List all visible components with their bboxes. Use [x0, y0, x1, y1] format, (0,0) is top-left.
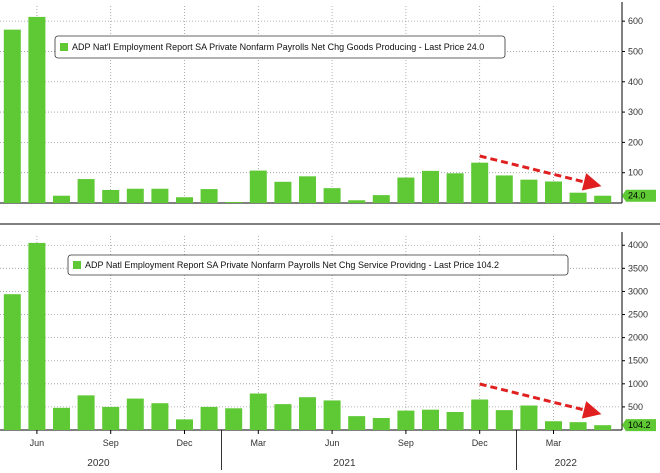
bar: [495, 175, 513, 203]
y-tick-label: 300: [628, 107, 643, 117]
bar: [151, 403, 169, 430]
bar: [594, 425, 612, 430]
bar: [446, 411, 464, 430]
x-tick-label: Sep: [103, 438, 119, 448]
y-tick-label: 1500: [628, 356, 648, 366]
bar: [569, 422, 587, 430]
x-axis: Jun Sep Dec Mar Jun Sep Dec Mar 2020 2021 2022: [30, 430, 578, 470]
legend-swatch: [73, 261, 81, 269]
bar: [471, 399, 489, 430]
y-tick-label: 500: [628, 46, 643, 56]
x-tick-label: Jun: [325, 438, 340, 448]
y-tick-label: 100: [628, 168, 643, 178]
bar: [545, 421, 562, 430]
bar: [520, 179, 538, 203]
panel-service-providing: 500 1000 1500 2000 2500 3000 3500 4000 104.2 ADP …: [0, 232, 656, 432]
last-price-label: 24.0: [628, 191, 646, 201]
bar: [53, 407, 70, 430]
legend-label: ADP Nat'l Employment Report SA Private N…: [72, 42, 484, 52]
bar: [200, 406, 218, 430]
bar: [3, 294, 21, 430]
legend-box: [67, 254, 569, 276]
bar: [151, 188, 169, 203]
y-tick-label: 500: [628, 402, 643, 412]
x-tick-label: Sep: [398, 438, 414, 448]
bar: [323, 400, 341, 430]
x-tick-label: Dec: [176, 438, 193, 448]
x-tick-label: Mar: [546, 438, 562, 448]
bar: [28, 242, 46, 430]
bar: [53, 195, 70, 203]
y-tick-label: 3000: [628, 286, 648, 296]
bar: [372, 417, 390, 430]
bar: [372, 195, 390, 203]
bar: [225, 202, 243, 203]
last-price-tag: [622, 189, 656, 202]
bar: [422, 170, 439, 203]
trend-arrow: [479, 154, 602, 191]
bar: [446, 173, 464, 203]
y-tick-label: 600: [628, 16, 643, 26]
bar: [348, 416, 366, 430]
bar: [274, 404, 292, 430]
legend-box: [54, 35, 506, 59]
x-year-label: 2021: [333, 458, 356, 469]
last-price-label: 104.2: [628, 420, 651, 430]
bar: [126, 398, 144, 430]
legend-label: ADP Natl Employment Report SA Private No…: [85, 260, 499, 270]
y-tick-label: 1000: [628, 379, 648, 389]
bar: [274, 181, 292, 203]
y-tick-label: 2000: [628, 333, 648, 343]
y-tick-label: 400: [628, 77, 643, 87]
bar: [77, 179, 95, 203]
bar: [299, 176, 316, 203]
bar: [249, 393, 267, 430]
x-year-label: 2022: [555, 458, 578, 469]
x-tick-label: Dec: [472, 438, 489, 448]
panel-goods-producing: 100 200 300 400 500 600 24.0 ADP Nat'l Employme…: [0, 2, 656, 204]
y-tick-label: 2500: [628, 310, 648, 320]
y-tick-label: 4000: [628, 240, 648, 250]
bar: [471, 162, 489, 203]
bar: [77, 395, 95, 430]
y-tick-label: 200: [628, 137, 643, 147]
bar: [225, 408, 243, 430]
bar: [200, 189, 218, 203]
x-year-label: 2020: [87, 458, 110, 469]
bar: [397, 410, 415, 430]
bar: [3, 29, 21, 203]
x-tick-label: Mar: [251, 438, 267, 448]
bar: [520, 405, 538, 430]
bar: [323, 188, 341, 203]
bar: [569, 192, 587, 203]
bar: [102, 406, 120, 430]
bar: [397, 177, 415, 203]
bar: [176, 419, 193, 430]
bar: [299, 397, 316, 430]
bar: [28, 16, 46, 204]
bar: [176, 197, 193, 203]
bar: [249, 170, 267, 203]
bar: [126, 188, 144, 203]
x-tick-label: Jun: [30, 438, 45, 448]
bar: [495, 410, 513, 430]
bar: [545, 181, 562, 203]
last-price-tag: [622, 419, 656, 432]
bar: [348, 200, 366, 203]
bar: [422, 409, 439, 430]
trend-arrow: [479, 382, 602, 419]
bar: [102, 189, 120, 203]
bar: [594, 195, 612, 203]
legend-swatch: [60, 43, 68, 51]
y-tick-label: 3500: [628, 263, 648, 273]
